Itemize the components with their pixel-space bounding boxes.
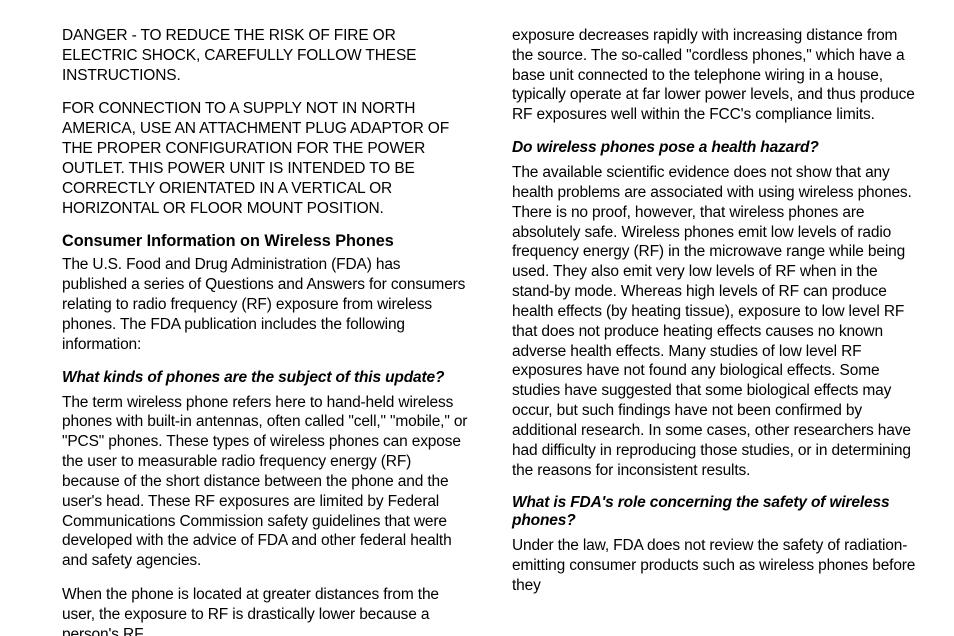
body-paragraph: The U.S. Food and Drug Administration (F… (62, 255, 468, 354)
warning-paragraph: DANGER - TO REDUCE THE RISK OF FIRE OR E… (62, 26, 468, 85)
left-column: DANGER - TO REDUCE THE RISK OF FIRE OR E… (62, 26, 468, 636)
body-paragraph: Under the law, FDA does not review the s… (512, 536, 918, 595)
body-paragraph: The available scientific evidence does n… (512, 163, 918, 480)
question-heading: Do wireless phones pose a health hazard? (512, 139, 918, 157)
body-paragraph: When the phone is located at greater dis… (62, 585, 468, 636)
question-heading: What kinds of phones are the subject of … (62, 369, 468, 387)
right-column: exposure decreases rapidly with increasi… (512, 26, 918, 636)
body-paragraph: The term wireless phone refers here to h… (62, 393, 468, 571)
two-column-layout: DANGER - TO REDUCE THE RISK OF FIRE OR E… (62, 26, 918, 636)
section-heading: Consumer Information on Wireless Phones (62, 232, 468, 251)
question-heading: What is FDA's role concerning the safety… (512, 494, 918, 530)
document-page: DANGER - TO REDUCE THE RISK OF FIRE OR E… (0, 0, 954, 636)
body-paragraph: exposure decreases rapidly with increasi… (512, 26, 918, 125)
warning-paragraph: FOR CONNECTION TO A SUPPLY NOT IN NORTH … (62, 99, 468, 218)
